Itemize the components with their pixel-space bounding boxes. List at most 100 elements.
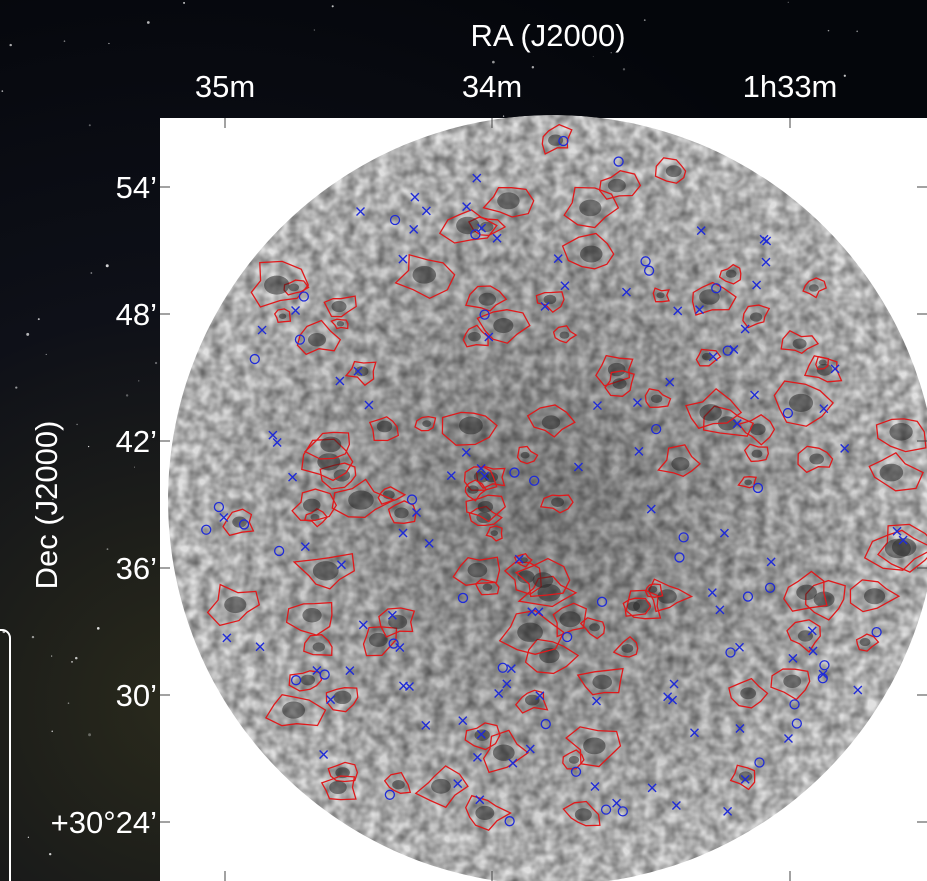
contour [541, 123, 573, 155]
dark-knot [392, 779, 405, 790]
dark-knot [559, 611, 581, 628]
dark-knot [312, 642, 325, 652]
dark-knot [467, 562, 488, 578]
source-circle [540, 718, 551, 730]
source-circle [752, 482, 764, 494]
source-cross [514, 554, 524, 564]
dark-knot [475, 805, 495, 821]
frame-edge [0, 629, 11, 881]
dark-knot [809, 453, 824, 465]
source-circle [509, 467, 520, 478]
contour [728, 677, 769, 709]
contour [773, 380, 834, 427]
contour [598, 169, 642, 200]
contour [565, 726, 622, 768]
source-cross [735, 724, 745, 734]
contour [273, 308, 292, 324]
star [76, 423, 78, 426]
contour [482, 187, 535, 218]
source-cross [398, 681, 408, 691]
source-cross [715, 605, 725, 615]
contour [877, 523, 927, 573]
source-circle [674, 552, 685, 563]
contour [296, 319, 342, 356]
contour [327, 761, 359, 783]
dark-knot [863, 588, 886, 605]
contour [622, 597, 652, 617]
source-cross [446, 471, 456, 481]
contour [875, 418, 927, 453]
star [313, 29, 316, 31]
contour [517, 575, 578, 608]
dark-knot [431, 778, 451, 794]
source-cross [590, 782, 600, 792]
source-circle [722, 345, 733, 356]
contour [770, 668, 811, 701]
source-cross [535, 691, 545, 701]
contour [868, 451, 924, 492]
star [15, 386, 18, 389]
dark-knot [333, 690, 352, 705]
source-cross [484, 332, 494, 342]
source-cross [291, 306, 301, 316]
contour [325, 687, 359, 713]
dark-knot [320, 436, 342, 453]
contour [786, 619, 821, 653]
dark-knot [459, 416, 483, 435]
dark-knot [300, 674, 316, 686]
source-circle [558, 135, 569, 147]
dark-knot [699, 289, 720, 305]
source-circle [406, 494, 418, 505]
source-cross [729, 344, 739, 354]
source-circle [562, 631, 573, 643]
source-circle [643, 265, 655, 276]
star [183, 1, 186, 4]
dark-knot [671, 457, 690, 471]
star [146, 21, 150, 24]
star [37, 318, 40, 321]
dark-knot [818, 359, 827, 366]
star [331, 5, 334, 8]
source-cross [472, 752, 482, 762]
y-tick-label: 36’ [116, 551, 157, 586]
source-circle [600, 804, 612, 815]
dark-knot [579, 199, 602, 217]
source-cross [818, 669, 828, 679]
dark-knot [307, 332, 326, 347]
dark-knot [559, 331, 570, 339]
dark-knot [520, 557, 528, 563]
source-cross [492, 233, 502, 243]
source-cross [472, 173, 482, 183]
source-cross [219, 512, 229, 522]
dark-knot [355, 366, 369, 377]
source-circle [384, 789, 396, 800]
source-circle [725, 647, 736, 658]
dark-knot [312, 561, 339, 581]
source-cross [353, 366, 363, 376]
contour [644, 388, 672, 409]
contour [797, 445, 834, 474]
source-circle [274, 545, 285, 557]
source-circle [298, 291, 310, 302]
contour [303, 431, 351, 460]
star [48, 852, 52, 856]
source-cross [740, 774, 750, 784]
dark-knot [701, 352, 712, 361]
dark-knot [482, 583, 493, 591]
contour [206, 583, 261, 627]
dark-knot [725, 269, 737, 278]
star [843, 74, 846, 77]
contour [654, 157, 687, 184]
source-cross [696, 226, 706, 236]
contour [464, 794, 512, 831]
x-axis-label: RA (J2000) [470, 18, 625, 53]
dark-knot [497, 192, 520, 210]
dark-knot [543, 294, 557, 305]
dark-knot [740, 687, 757, 700]
source-circle [819, 660, 830, 671]
contour [780, 329, 820, 355]
star [125, 394, 129, 397]
contour [652, 287, 670, 303]
source-cross [300, 542, 310, 552]
source-cross [689, 728, 699, 738]
